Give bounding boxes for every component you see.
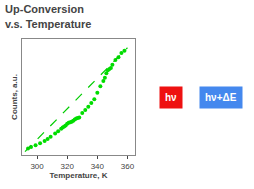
svg-text:340: 340: [91, 162, 105, 171]
svg-text:Up-Conversionv.s. Temperature: Up-Conversionv.s. Temperature: [5, 3, 91, 29]
svg-text:hν+ΔE: hν+ΔE: [205, 92, 237, 103]
svg-text:300: 300: [30, 162, 44, 171]
svg-text:Counts, a.u.: Counts, a.u.: [10, 74, 19, 120]
svg-text:hν: hν: [165, 92, 177, 103]
svg-text:360: 360: [121, 162, 135, 171]
svg-text:Temperature, K: Temperature, K: [49, 171, 107, 180]
svg-text:320: 320: [61, 162, 75, 171]
